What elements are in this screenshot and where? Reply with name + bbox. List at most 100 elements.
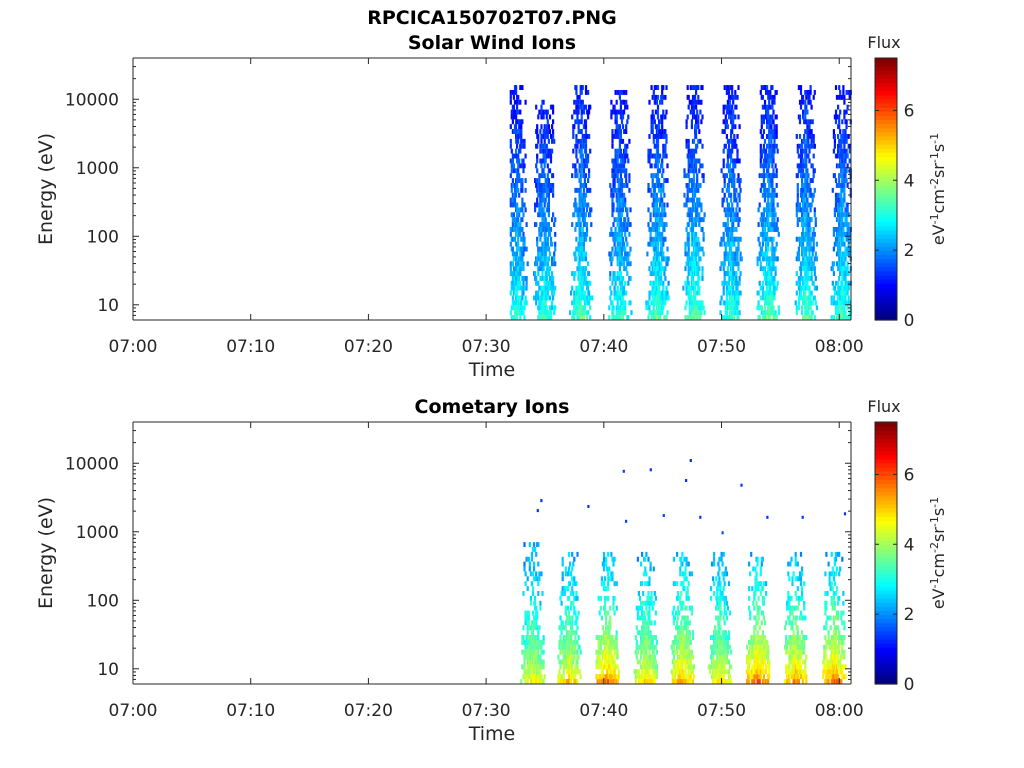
flux-cell — [551, 300, 554, 306]
flux-cell — [723, 271, 726, 276]
flux-cell — [804, 217, 807, 223]
flux-cell — [835, 300, 839, 306]
flux-cell — [643, 556, 646, 562]
flux-cell — [806, 197, 809, 203]
flux-cell — [797, 85, 800, 90]
flux-cell — [549, 134, 553, 139]
flux-cell — [654, 124, 657, 130]
flux-cell — [768, 153, 771, 159]
flux-cell — [803, 251, 806, 257]
flux-cell — [605, 556, 608, 562]
flux-cell — [770, 138, 773, 144]
flux-cell — [771, 217, 774, 223]
flux-cell — [664, 114, 667, 120]
flux-cell — [703, 212, 706, 218]
flux-cell — [609, 654, 612, 660]
flux-cell — [536, 124, 539, 130]
flux-cell — [574, 610, 577, 616]
flux-cell — [838, 85, 841, 90]
flux-cell — [660, 276, 663, 281]
flux-cell — [518, 256, 521, 262]
flux-cell — [578, 261, 581, 267]
flux-cell — [575, 187, 578, 193]
flux-cell — [623, 241, 626, 247]
flux-cell — [731, 310, 734, 316]
flux-cell — [538, 625, 541, 631]
flux-cell — [775, 183, 778, 188]
flux-cell — [542, 217, 545, 223]
flux-cell — [603, 600, 607, 606]
flux-cell — [733, 158, 736, 164]
flux-cell — [643, 654, 646, 660]
flux-cell — [692, 99, 696, 105]
flux-cell — [727, 241, 731, 247]
flux-cell — [536, 640, 539, 645]
flux-cell — [521, 138, 524, 144]
flux-cell — [516, 183, 519, 188]
flux-cell — [773, 217, 776, 223]
flux-cell — [732, 236, 735, 242]
flux-cell — [542, 134, 545, 139]
flux-cell — [695, 129, 698, 134]
flux-cell — [677, 615, 680, 621]
flux-cell — [795, 236, 798, 242]
flux-cell — [695, 134, 698, 139]
flux-cell — [553, 290, 556, 296]
flux-cell — [803, 256, 806, 262]
flux-cell — [630, 310, 633, 316]
flux-cell — [536, 153, 539, 159]
flux-cell — [772, 109, 775, 115]
flux-cell — [795, 280, 798, 286]
flux-cell — [577, 654, 580, 660]
flux-cell — [768, 94, 771, 100]
flux-cell — [839, 138, 842, 144]
flux-cell — [539, 300, 542, 306]
flux-cell — [772, 305, 775, 311]
flux-cell — [700, 207, 703, 213]
flux-cell — [610, 261, 613, 267]
flux-cell — [767, 114, 770, 120]
flux-cell — [589, 315, 592, 320]
flux-cell — [561, 591, 564, 596]
flux-cell — [699, 256, 702, 262]
flux-cell — [621, 138, 625, 144]
flux-cell — [603, 605, 607, 611]
flux-cell — [646, 654, 649, 660]
flux-cell — [762, 163, 765, 169]
flux-cell — [726, 266, 729, 272]
flux-cell — [549, 158, 553, 164]
flux-cell — [762, 212, 765, 218]
flux-cell — [572, 134, 575, 139]
flux-cell — [618, 290, 621, 296]
flux-cell — [724, 143, 727, 149]
flux-cell — [722, 148, 725, 154]
flux-cell — [544, 300, 547, 306]
flux-cell — [536, 610, 539, 616]
flux-cell — [803, 163, 806, 169]
flux-cell — [844, 256, 847, 262]
flux-cell — [795, 134, 798, 139]
flux-cell — [610, 227, 613, 232]
flux-cell — [584, 256, 588, 262]
flux-cell — [616, 290, 619, 296]
flux-cell — [582, 109, 585, 115]
flux-cell — [571, 173, 574, 179]
flux-cell — [557, 674, 560, 680]
flux-cell — [605, 615, 608, 621]
flux-cell — [576, 649, 579, 655]
flux-cell — [649, 231, 652, 237]
flux-cell — [803, 246, 806, 252]
flux-cell — [574, 227, 577, 232]
flux-cell — [616, 148, 619, 154]
flux-cell — [564, 605, 567, 611]
flux-cell — [516, 202, 519, 208]
flux-cell — [775, 315, 778, 320]
flux-cell — [580, 183, 583, 188]
flux-cell — [656, 173, 660, 179]
flux-cell — [581, 153, 584, 159]
flux-cell — [641, 605, 644, 611]
flux-cell — [549, 153, 553, 159]
flux-cell — [661, 305, 664, 311]
flux-cell — [728, 251, 732, 257]
flux-cell — [648, 649, 651, 655]
